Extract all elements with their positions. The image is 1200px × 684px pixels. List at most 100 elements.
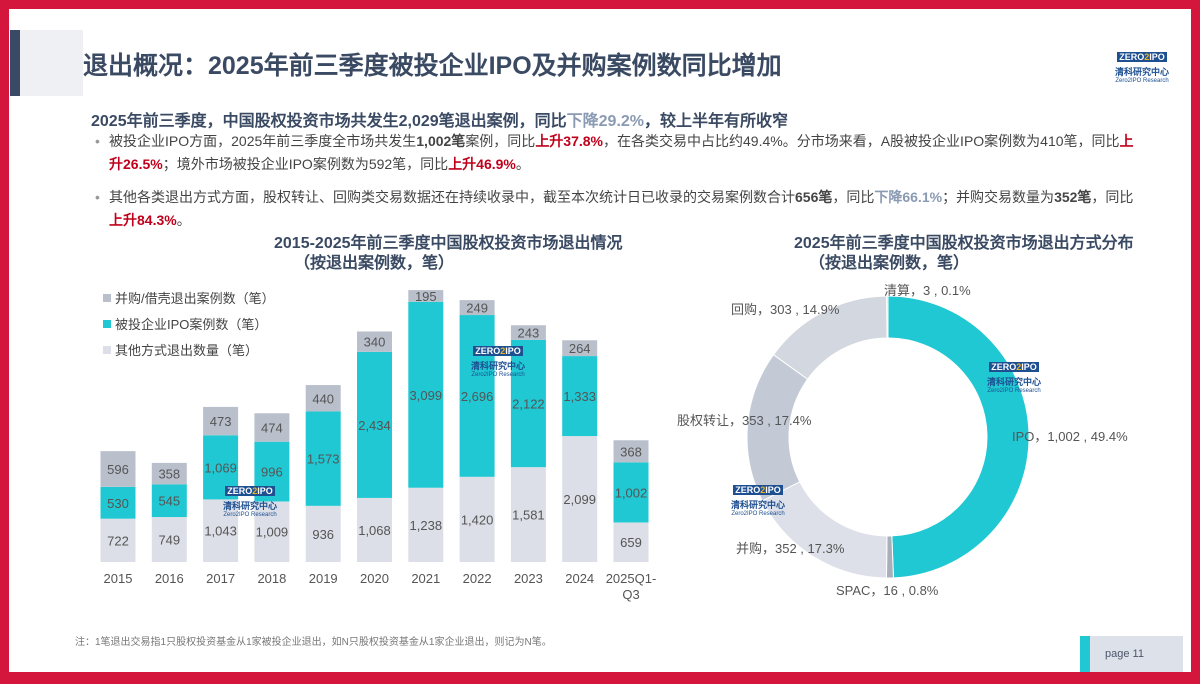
legend-label: 被投企业IPO案例数（笔）	[115, 317, 267, 332]
data-label: 3,099	[410, 388, 443, 403]
slice-label: 并购，352 , 17.3%	[736, 541, 845, 556]
data-label: 722	[107, 533, 129, 548]
data-label: 2,122	[512, 396, 545, 411]
legend-label: 其他方式退出数量（笔）	[115, 343, 258, 358]
bullet-text: 656笔	[795, 189, 833, 205]
title-accent-bar	[10, 30, 20, 96]
x-tick-label: 2019	[309, 571, 338, 586]
bar-segment	[408, 301, 444, 488]
slice-label: 股权转让，353 , 17.4%	[677, 413, 812, 428]
data-label: 2,696	[461, 389, 494, 404]
bullet-text: ，在各类交易中占比约49.4%。分市场来看，A股被投企业IPO案例数为410笔，…	[603, 133, 1120, 149]
data-label: 545	[158, 494, 180, 509]
data-label: 243	[518, 326, 540, 341]
bullet-text: 其他各类退出方式方面，股权转让、回购类交易数据还在持续收录中，截至本次统计日已收…	[109, 189, 795, 205]
x-tick-label: 2017	[206, 571, 235, 586]
bar-segment	[562, 340, 598, 357]
legend-label: 并购/借壳退出案例数（笔）	[115, 291, 275, 306]
bar-segment	[613, 522, 649, 562]
bar-segment	[408, 487, 444, 562]
data-label: 749	[158, 533, 180, 548]
bar-segment	[151, 462, 187, 485]
stacked-bar-chart: 并购/借壳退出案例数（笔） 被投企业IPO案例数（笔） 其他方式退出数量（笔） 722…	[100, 289, 656, 602]
data-label: 249	[466, 301, 488, 316]
donut-slice	[886, 295, 889, 339]
slice-label: SPAC，16 , 0.8%	[836, 583, 939, 598]
x-tick-label: 2020	[360, 571, 389, 586]
data-label: 659	[620, 535, 642, 550]
bullet-text: ，同比	[1091, 189, 1134, 205]
donut-slice	[887, 295, 1030, 579]
watermark-logo: ZERO2IPO 清科研究中心 Zero2IPO Research	[987, 362, 1042, 394]
bar-segment	[459, 476, 495, 562]
legend-swatch	[103, 320, 111, 328]
slice-label: IPO，1,002 , 49.4%	[1012, 429, 1128, 444]
bar-segment	[357, 331, 392, 352]
data-label: 2,434	[358, 418, 391, 433]
x-tick-label: 2015	[104, 571, 133, 586]
data-label: 996	[261, 465, 283, 480]
bar-segment	[203, 406, 239, 436]
data-label: 1,068	[358, 523, 391, 538]
legend-swatch	[103, 346, 111, 354]
summary-heading: 2025年前三季度，中国股权投资市场共发生2,029笔退出案例，同比下降29.2…	[91, 113, 789, 130]
data-label: 1,333	[563, 389, 596, 404]
x-tick-label: 2022	[463, 571, 492, 586]
watermark-logo: ZERO2IPO 清科研究中心 Zero2IPO Research	[471, 346, 526, 378]
data-label: 473	[210, 414, 232, 429]
bar-segment	[562, 436, 598, 562]
bar-segment	[510, 339, 546, 468]
data-label: 1,420	[461, 512, 494, 527]
bar-segment	[510, 325, 546, 340]
page-number: page 11	[1080, 636, 1183, 672]
bullet-other-exits: 其他各类退出方式方面，股权转让、回购类交易数据还在持续收录中，截至本次统计日已收…	[95, 186, 1139, 232]
data-label: 440	[312, 391, 334, 406]
data-label: 195	[415, 289, 437, 304]
bullet-text: 被投企业IPO方面，2025年前三季度全市场共发生	[109, 133, 417, 149]
data-label: 358	[158, 467, 180, 482]
data-label: 1,043	[204, 524, 237, 539]
data-label: 596	[107, 462, 129, 477]
footnote: 注：1笔退出交易指1只股权投资基金从1家被投企业退出，如N只股权投资基金从1家企…	[75, 637, 552, 648]
bullet-text: ；并购交易数量为	[942, 189, 1055, 205]
data-label: 1,069	[204, 460, 237, 475]
bullet-text: 352笔	[1054, 189, 1092, 205]
bar-segment	[357, 351, 392, 498]
bullet-text: 。	[515, 156, 530, 172]
slide: 退出概况：2025年前三季度被投企业IPO及并购案例数同比增加 ZERO2IPO…	[9, 9, 1191, 672]
data-label: 936	[312, 527, 334, 542]
bullet-text: 案例，同比	[465, 133, 536, 149]
data-label: 474	[261, 420, 283, 435]
donut-chart: IPO，1,002 , 49.4% SPAC，16 , 0.8% 并购，352 , …	[677, 283, 1128, 598]
bullet-text: 上升26.5%	[109, 133, 1134, 172]
data-label: 264	[569, 341, 591, 356]
bar-segment	[151, 517, 187, 562]
data-label: 1,002	[615, 485, 648, 500]
donut-slice	[885, 535, 894, 579]
bar-segment	[151, 484, 187, 518]
data-label: 368	[620, 444, 642, 459]
bullet-text: 上升84.3%	[109, 212, 177, 228]
data-label: 1,238	[410, 518, 443, 533]
legend-swatch	[103, 294, 111, 302]
bar-segment	[459, 315, 495, 477]
bar-segment	[510, 467, 546, 562]
bullet-text: ；境外市场被投企业IPO案例数为592笔，同比	[162, 156, 449, 172]
title-accent-block	[20, 30, 83, 96]
bar-segment	[305, 411, 341, 506]
bar-segment	[254, 501, 290, 562]
bar-segment	[100, 451, 136, 487]
bar-segment	[100, 486, 136, 519]
x-tick-label: 2024	[565, 571, 594, 586]
x-tick-label: Q3	[622, 587, 639, 602]
bar-segment	[305, 385, 341, 412]
data-label: 1,009	[256, 525, 289, 540]
data-label: 2,099	[563, 492, 596, 507]
data-label: 340	[364, 335, 386, 350]
brand-logo: ZERO2IPO 清科研究中心 Zero2IPO Research	[1115, 52, 1170, 84]
bar-segment	[613, 440, 649, 463]
x-tick-label: 2023	[514, 571, 543, 586]
slice-label: 清算，3 , 0.1%	[884, 283, 971, 298]
bar-segment	[254, 413, 290, 442]
watermark-logo: ZERO2IPO 清科研究中心 Zero2IPO Research	[223, 486, 278, 518]
